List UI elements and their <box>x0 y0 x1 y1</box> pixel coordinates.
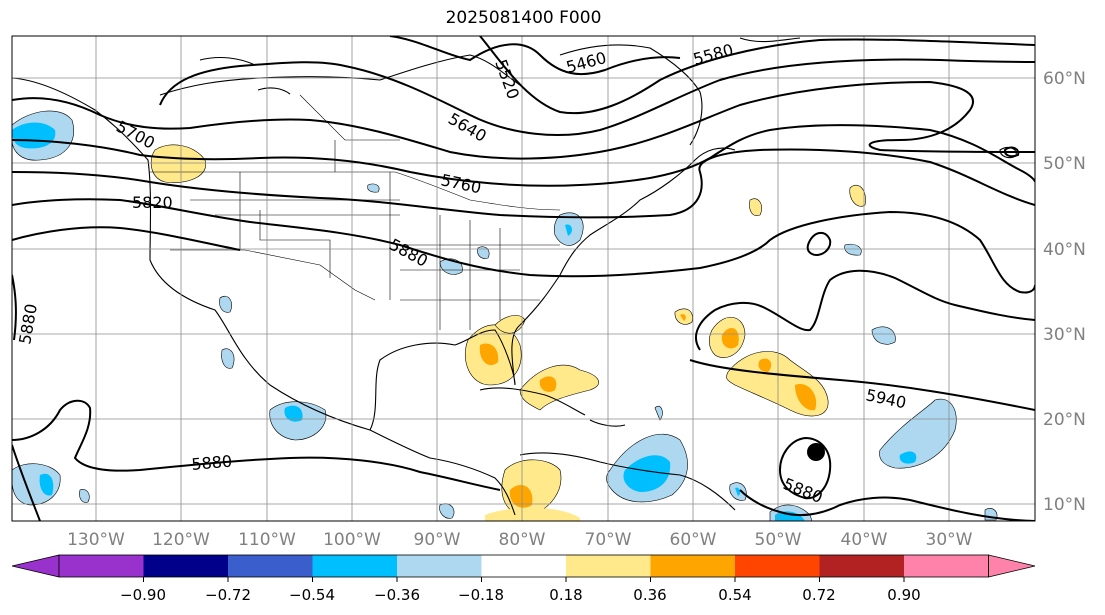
contour-label: 5940 <box>864 385 908 412</box>
colorbar-tick: 0.54 <box>718 586 751 604</box>
lat-label: 50°N <box>1043 154 1086 174</box>
lon-label: 30°W <box>926 530 973 550</box>
colorbar-tick: −0.90 <box>120 586 166 604</box>
contour-label: 5880 <box>191 452 233 474</box>
contour-label: 5820 <box>132 193 173 212</box>
colorbar-tick: 0.18 <box>549 586 582 604</box>
colorbar-tick: −0.18 <box>458 586 504 604</box>
contour-label: 5880 <box>386 235 431 271</box>
colorbar-tick: 0.36 <box>633 586 666 604</box>
anomaly-shading <box>12 110 998 521</box>
contour-label: 5880 <box>15 302 41 345</box>
lon-label: 60°W <box>670 530 717 550</box>
longitude-labels: 130°W 120°W 110°W 100°W 90°W 80°W 70°W 6… <box>67 530 973 550</box>
lat-label: 60°N <box>1043 69 1086 89</box>
lon-label: 50°W <box>755 530 802 550</box>
latitude-labels: 60°N 50°N 40°N 30°N 20°N 10°N <box>1043 69 1086 515</box>
colorbar-segment <box>481 555 566 577</box>
colorbar-tick: −0.54 <box>289 586 335 604</box>
colorbar-tick: 0.72 <box>802 586 835 604</box>
colorbar-segment <box>312 555 397 577</box>
colorbar-segment <box>650 555 735 577</box>
map-frame <box>11 35 1036 522</box>
colorbar-tick-labels: −0.90 −0.72 −0.54 −0.36 −0.18 0.18 0.36 … <box>120 586 921 604</box>
colorbar-extend-low <box>11 554 60 578</box>
lat-label: 20°N <box>1043 410 1086 430</box>
lon-label: 130°W <box>67 530 125 550</box>
coastlines <box>12 37 1017 516</box>
height-contours <box>12 36 1035 521</box>
lon-label: 80°W <box>499 530 546 550</box>
colorbar-segment <box>566 555 651 577</box>
lon-label: 40°W <box>841 530 888 550</box>
figure-title: 2025081400 F000 <box>445 8 602 28</box>
colorbar-tick: −0.72 <box>205 586 251 604</box>
colorbar <box>11 554 1036 582</box>
contour-label: 5460 <box>564 48 608 77</box>
colorbar-extend-high <box>988 554 1036 578</box>
lon-label: 90°W <box>414 530 461 550</box>
contour-label: 5880 <box>781 474 826 507</box>
colorbar-segment <box>143 555 228 577</box>
colorbar-segment <box>819 555 904 577</box>
colorbar-segment <box>59 555 144 577</box>
colorbar-tick: 0.90 <box>887 586 920 604</box>
contour-label: 5520 <box>491 57 523 102</box>
colorbar-tick: −0.36 <box>374 586 420 604</box>
lon-label: 70°W <box>585 530 632 550</box>
graticule <box>12 36 1035 521</box>
lon-label: 100°W <box>323 530 381 550</box>
lat-label: 30°N <box>1043 325 1086 345</box>
storm-center-dot <box>807 443 825 461</box>
political-borders <box>150 94 561 330</box>
contour-label: 5580 <box>691 40 735 69</box>
colorbar-segment <box>735 555 820 577</box>
lon-label: 120°W <box>152 530 210 550</box>
colorbar-outline <box>58 554 989 578</box>
colorbar-segment <box>904 555 989 577</box>
colorbar-segment <box>228 555 313 577</box>
colorbar-segment <box>397 555 482 577</box>
lat-label: 10°N <box>1043 495 1086 515</box>
contour-label: 5760 <box>439 170 483 197</box>
lon-label: 110°W <box>238 530 296 550</box>
lat-label: 40°N <box>1043 240 1086 260</box>
